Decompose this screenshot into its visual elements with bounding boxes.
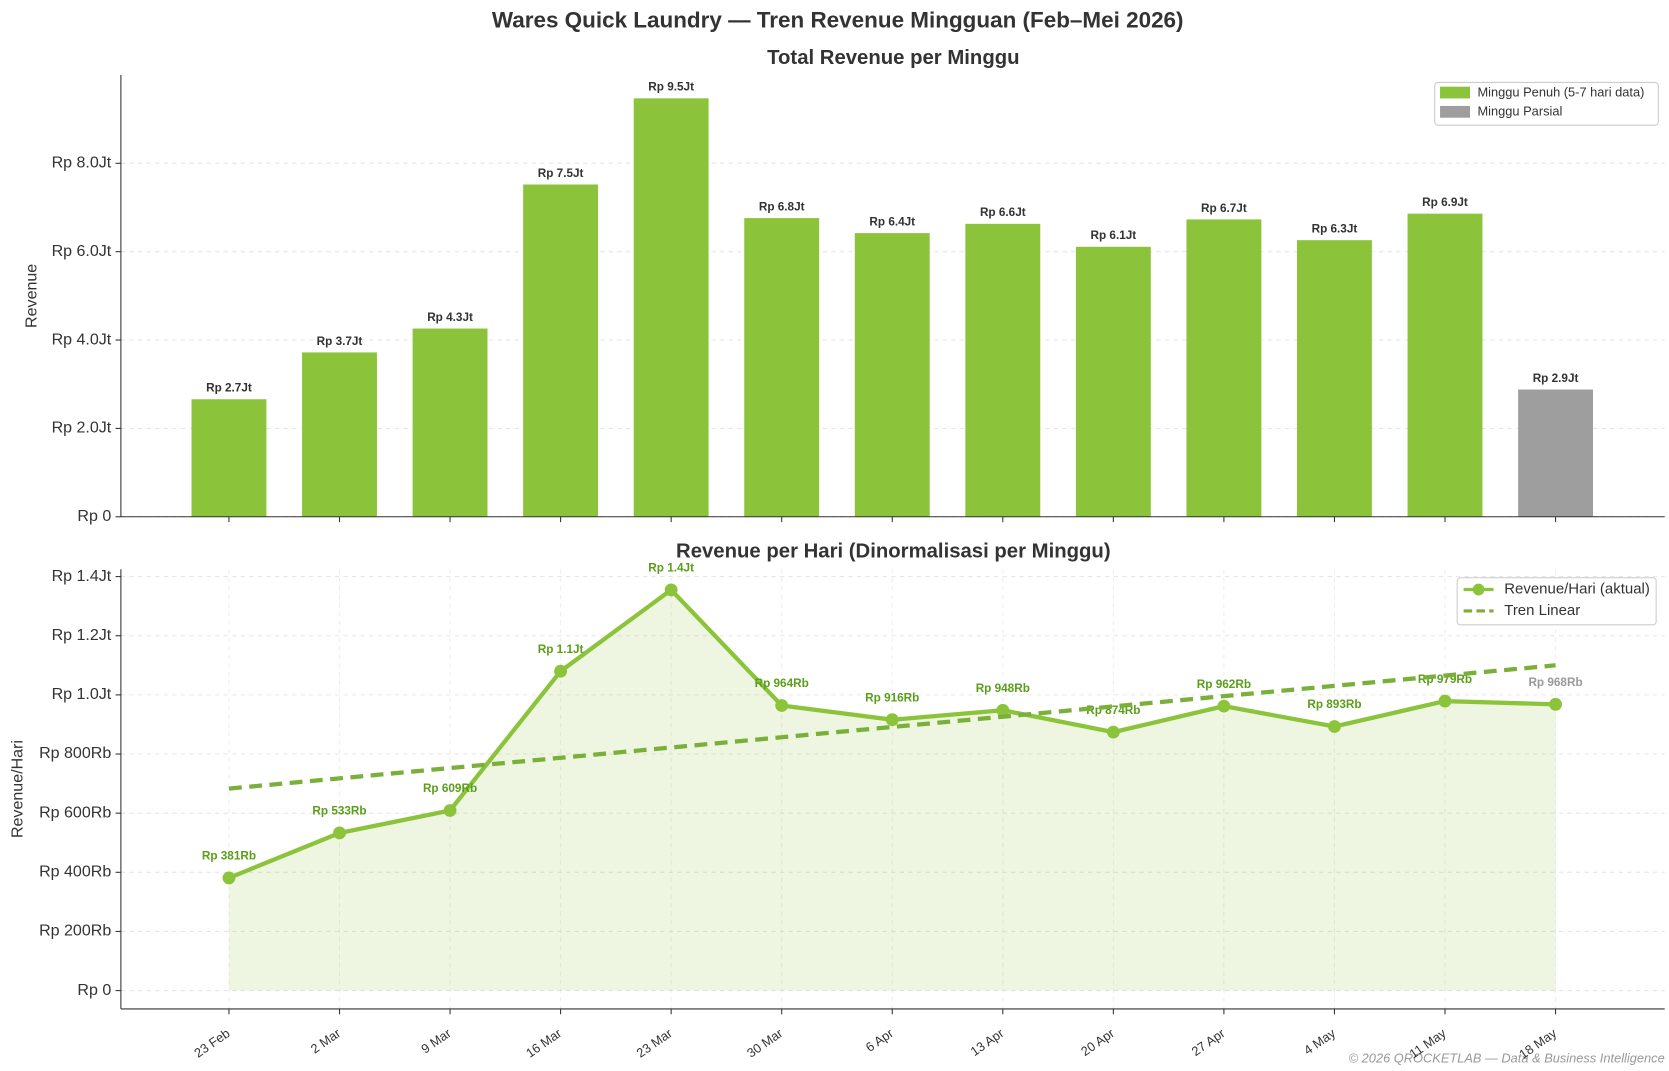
y-tick-label: Rp 1.4Jt xyxy=(52,567,112,585)
y-tick-label: Rp 1.0Jt xyxy=(52,685,112,703)
y-tick-label: Rp 1.2Jt xyxy=(52,626,112,644)
bar xyxy=(1407,213,1483,517)
legend-box xyxy=(1434,81,1659,126)
bar xyxy=(1075,246,1151,517)
value-label: Rp 948Rb xyxy=(976,682,1030,695)
value-label: Rp 6.8Jt xyxy=(759,200,805,213)
value-label: Rp 381Rb xyxy=(202,850,256,863)
value-label: Rp 6.7Jt xyxy=(1201,202,1247,215)
chart-title: Revenue per Hari (Dinormalisasi per Ming… xyxy=(676,540,1111,562)
legend-label: Minggu Parsial xyxy=(1477,104,1562,119)
x-tick-label: 2 Mar xyxy=(308,1025,344,1057)
y-tick-label: Rp 4.0Jt xyxy=(52,330,112,348)
chart-title: Total Revenue per Minggu xyxy=(767,47,1019,69)
value-label: Rp 7.5Jt xyxy=(538,167,584,180)
legend-label: Tren Linear xyxy=(1504,602,1580,619)
value-label: Rp 9.5Jt xyxy=(648,81,694,94)
marker xyxy=(775,699,789,712)
bar xyxy=(1297,240,1372,517)
y-tick-label: Rp 0 xyxy=(77,507,111,525)
value-label: Rp 1.1Jt xyxy=(538,643,584,656)
value-label: Rp 6.9Jt xyxy=(1422,196,1468,209)
value-label: Rp 3.7Jt xyxy=(317,335,363,348)
x-tick-label: 6 Apr xyxy=(863,1025,897,1055)
marker xyxy=(1328,720,1341,733)
y-tick-label: Rp 8.0Jt xyxy=(52,154,112,172)
y-tick-label: Rp 6.0Jt xyxy=(52,242,112,260)
value-label: Rp 2.7Jt xyxy=(206,382,252,395)
footer: © 2026 QROCKETLAB — Data & Business Inte… xyxy=(1349,1051,1665,1066)
bar xyxy=(854,233,930,517)
y-tick-label: Rp 400Rb xyxy=(39,863,111,881)
marker xyxy=(664,583,678,597)
value-label: Rp 893Rb xyxy=(1307,698,1361,711)
y-axis-label: Revenue/Hari xyxy=(8,740,26,838)
value-label: Rp 6.1Jt xyxy=(1090,229,1136,242)
legend-marker xyxy=(1472,583,1485,596)
x-tick-label: 30 Mar xyxy=(744,1025,786,1061)
y-axis-label: Revenue xyxy=(22,264,40,328)
y-tick-label: Rp 0 xyxy=(77,981,111,999)
marker xyxy=(1217,699,1231,713)
bar xyxy=(191,399,267,517)
marker xyxy=(1106,725,1120,739)
value-label: Rp 533Rb xyxy=(312,805,366,818)
value-label: Rp 964Rb xyxy=(755,677,809,690)
y-tick-label: Rp 800Rb xyxy=(39,744,111,762)
value-label: Rp 609Rb xyxy=(423,782,477,795)
x-tick-label: 23 Mar xyxy=(633,1025,675,1061)
bar xyxy=(1186,219,1262,517)
y-tick-label: Rp 600Rb xyxy=(39,803,111,821)
bar xyxy=(523,184,599,517)
marker xyxy=(443,804,457,817)
legend-box xyxy=(1456,577,1657,626)
legend-swatch xyxy=(1440,86,1471,99)
value-label: Rp 1.4Jt xyxy=(648,562,694,575)
marker xyxy=(1438,694,1452,708)
page-title: Wares Quick Laundry — Tren Revenue Mingg… xyxy=(492,7,1184,32)
legend-swatch xyxy=(1440,105,1471,118)
value-label: Rp 968Rb xyxy=(1528,676,1582,689)
value-label: Rp 2.9Jt xyxy=(1533,372,1579,385)
value-label: Rp 6.6Jt xyxy=(980,206,1026,219)
marker xyxy=(333,826,346,840)
bar xyxy=(302,352,377,517)
y-tick-label: Rp 2.0Jt xyxy=(52,419,112,437)
value-label: Rp 6.4Jt xyxy=(869,216,915,229)
marker xyxy=(885,713,899,727)
x-tick-label: 9 Mar xyxy=(418,1025,454,1057)
y-tick-label: Rp 200Rb xyxy=(39,922,111,940)
value-label: Rp 6.3Jt xyxy=(1312,223,1358,236)
bar xyxy=(1518,389,1593,517)
bar xyxy=(412,328,488,517)
x-tick-label: 27 Apr xyxy=(1189,1025,1229,1059)
x-tick-label: 23 Feb xyxy=(191,1025,232,1060)
bar xyxy=(633,98,709,517)
marker xyxy=(996,703,1010,717)
legend-label: Revenue/Hari (aktual) xyxy=(1504,580,1650,597)
marker xyxy=(554,664,568,678)
line xyxy=(228,663,1556,791)
x-tick-label: 13 Apr xyxy=(967,1025,1007,1059)
value-label: Rp 962Rb xyxy=(1197,678,1251,691)
value-label: Rp 4.3Jt xyxy=(427,311,473,324)
bar xyxy=(965,223,1041,517)
x-tick-label: 20 Apr xyxy=(1078,1025,1118,1059)
marker xyxy=(1549,697,1562,711)
bar xyxy=(744,218,820,517)
value-label: Rp 916Rb xyxy=(865,691,919,704)
x-tick-label: 16 Mar xyxy=(523,1025,565,1061)
area xyxy=(228,589,1556,991)
legend-label: Minggu Penuh (5-7 hari data) xyxy=(1477,84,1644,99)
marker xyxy=(222,871,236,885)
x-tick-label: 4 May xyxy=(1301,1025,1339,1058)
